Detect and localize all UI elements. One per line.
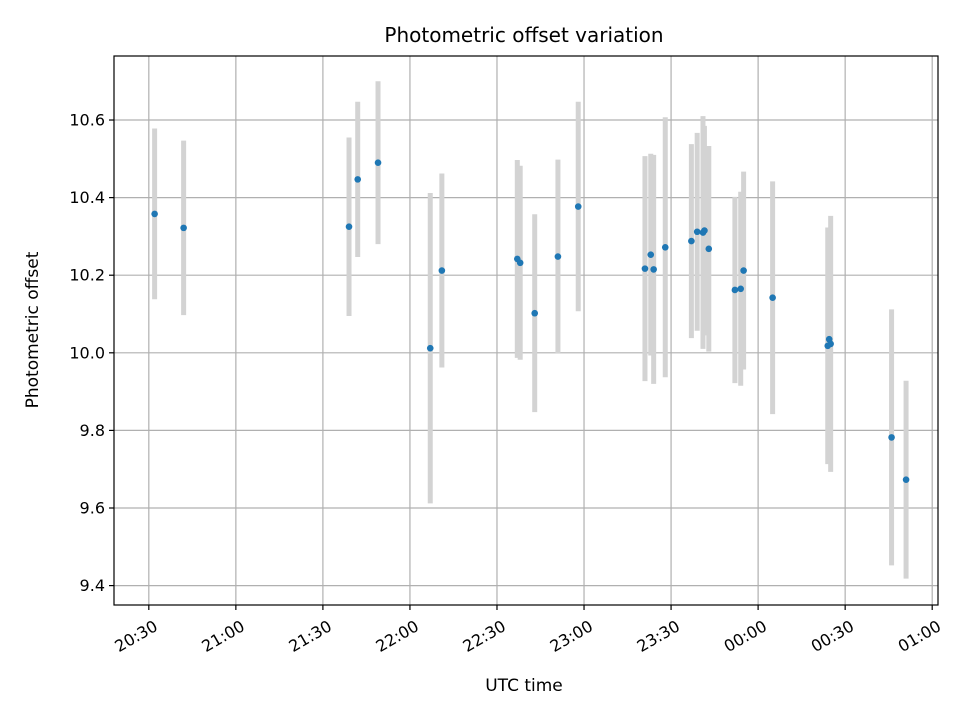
data-points bbox=[151, 159, 910, 483]
data-point bbox=[151, 210, 158, 218]
data-point bbox=[531, 309, 539, 317]
y-tick-label: 10.6 bbox=[69, 111, 105, 130]
data-point bbox=[345, 223, 353, 231]
y-tick-label: 9.4 bbox=[80, 576, 105, 595]
data-point bbox=[650, 266, 657, 273]
data-point bbox=[731, 286, 739, 294]
data-point bbox=[701, 227, 708, 234]
y-axis-ticks: 9.4 9.6 9.8 10.0 10.2 10.4 10.6 bbox=[69, 111, 114, 595]
data-point bbox=[354, 176, 362, 183]
data-point bbox=[641, 265, 649, 272]
data-point bbox=[554, 253, 562, 260]
y-tick-label: 10.0 bbox=[69, 343, 105, 362]
y-tick-label: 10.4 bbox=[69, 188, 105, 207]
data-point bbox=[688, 237, 695, 245]
data-point bbox=[438, 267, 446, 274]
y-tick-label: 10.2 bbox=[69, 266, 105, 285]
data-point bbox=[574, 203, 582, 210]
plot-frame bbox=[113, 55, 939, 606]
data-point bbox=[516, 259, 524, 267]
data-point bbox=[374, 159, 382, 166]
data-point bbox=[737, 285, 745, 293]
data-point bbox=[693, 228, 701, 236]
data-point bbox=[647, 251, 655, 258]
data-point bbox=[180, 224, 187, 232]
chart-title: Photometric offset variation bbox=[384, 23, 663, 47]
data-point bbox=[827, 340, 834, 348]
y-tick-label: 9.8 bbox=[80, 421, 105, 440]
x-axis-label: UTC time bbox=[485, 676, 563, 696]
data-point bbox=[902, 476, 910, 483]
data-point bbox=[888, 434, 895, 441]
data-point bbox=[426, 344, 434, 352]
data-point bbox=[769, 294, 776, 302]
data-point bbox=[661, 243, 669, 251]
grid-lines bbox=[114, 56, 938, 605]
y-axis-label: Photometric offset bbox=[23, 251, 43, 408]
data-point bbox=[740, 267, 747, 274]
y-tick-label: 9.6 bbox=[80, 499, 105, 518]
data-point bbox=[705, 245, 713, 253]
